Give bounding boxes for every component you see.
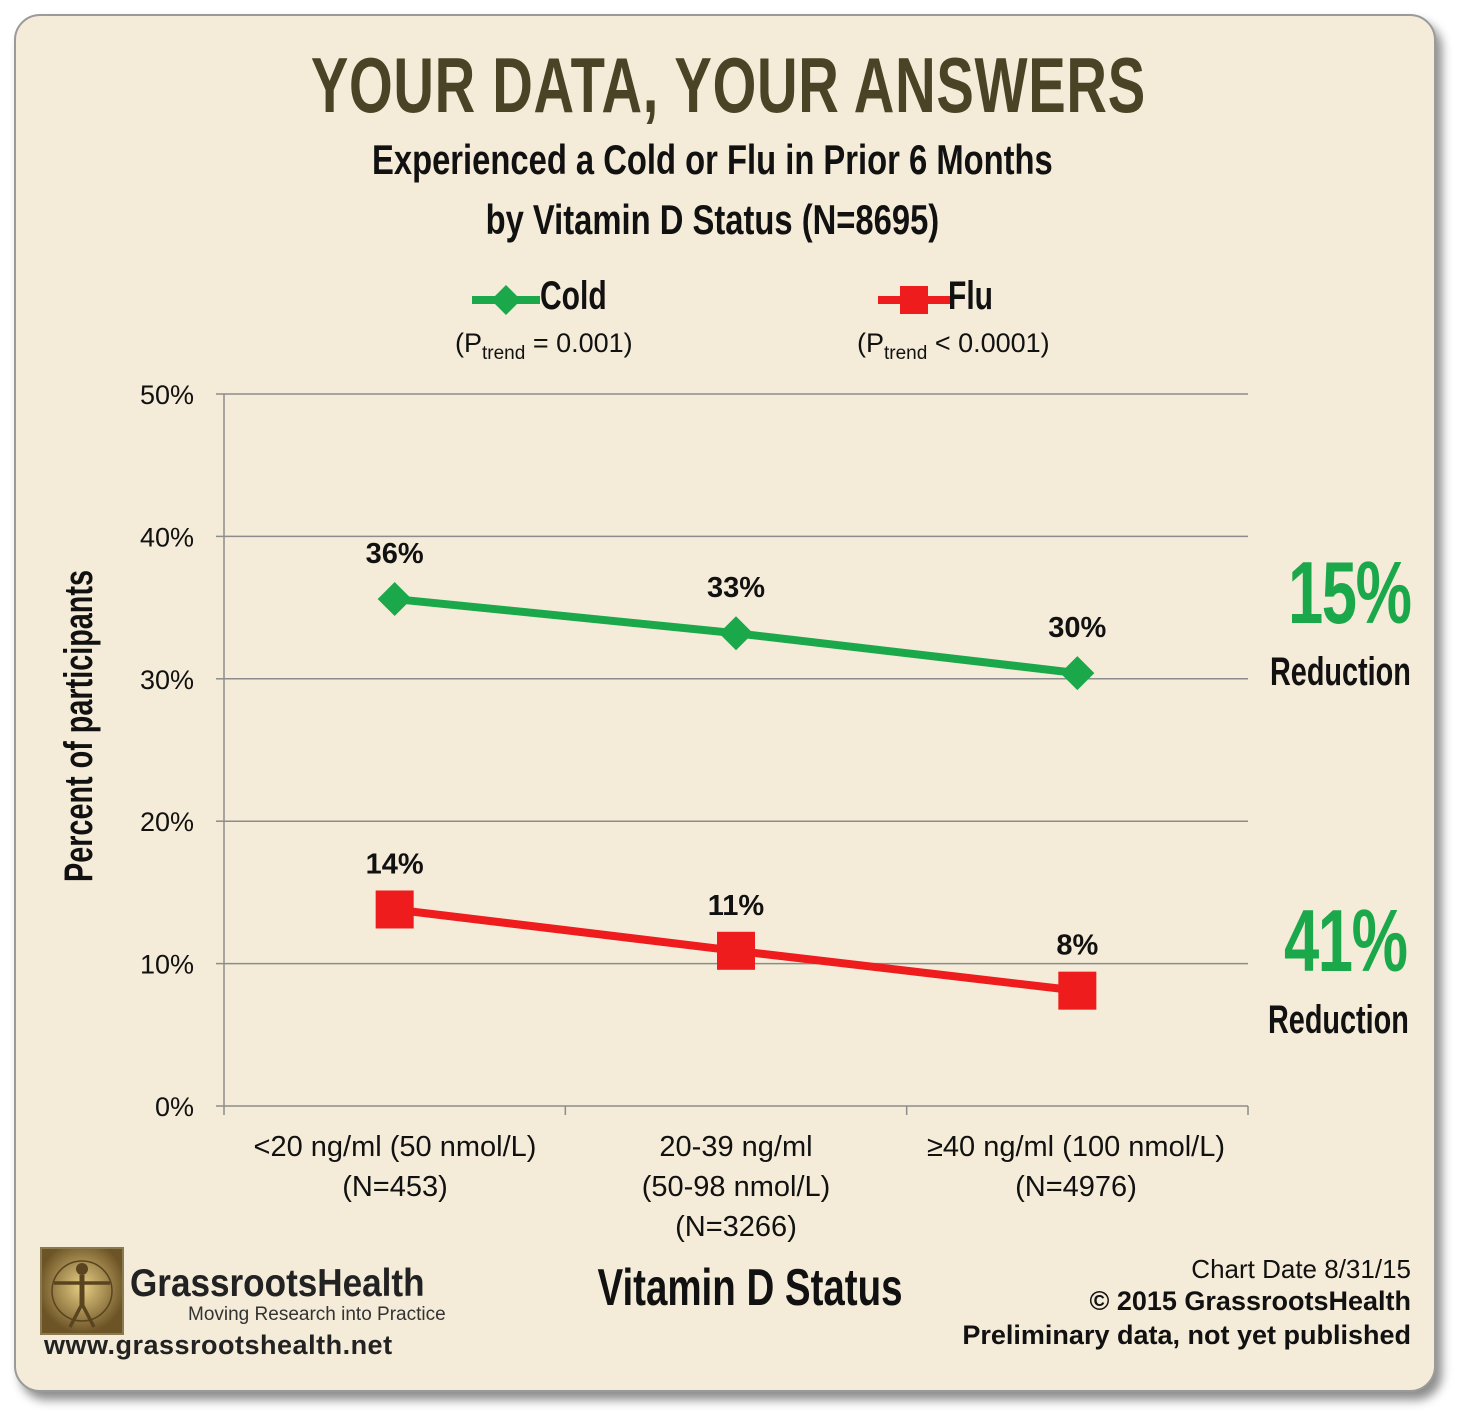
flu-point: [717, 931, 755, 970]
preliminary-note: Preliminary data, not yet published: [962, 1320, 1411, 1350]
y-tick-label: 10%: [140, 950, 194, 980]
website-url[interactable]: www.grassrootshealth.net: [44, 1330, 393, 1360]
flu-data-label: 8%: [1056, 930, 1098, 962]
chart-title: YOUR DATA, YOUR ANSWERS: [310, 41, 1146, 129]
flu-data-label: 14%: [366, 848, 424, 880]
cold-data-label: 36%: [366, 538, 424, 570]
chart-card: [14, 14, 1436, 1392]
legend-flu-ptrend: (Ptrend < 0.0001): [857, 328, 1050, 364]
flu-point: [375, 890, 414, 929]
cold-data-label: 33%: [707, 572, 765, 604]
x-axis-title: Vitamin D Status: [597, 1259, 903, 1317]
flu-reduction-value: 41%: [1284, 891, 1408, 990]
flu-data-label: 11%: [708, 890, 765, 922]
chart-subtitle-line1: Experienced a Cold or Flu in Prior 6 Mon…: [371, 136, 1053, 183]
chart-subtitle-line2: by Vitamin D Status (N=8695): [485, 196, 940, 243]
brand-tagline: Moving Research into Practice: [188, 1304, 446, 1325]
flu-point: [1058, 971, 1097, 1010]
y-tick-label: 20%: [140, 807, 194, 837]
cold-point: [1060, 656, 1095, 691]
legend-cold-swatch: [472, 285, 540, 315]
cold-reduction-value: 15%: [1288, 543, 1412, 642]
y-tick-label: 50%: [140, 380, 194, 410]
flu-reduction-label: Reduction: [1268, 998, 1409, 1042]
y-tick-label: 0%: [155, 1092, 194, 1122]
cold-point: [377, 582, 412, 617]
cold-reduction-label: Reduction: [1270, 650, 1411, 694]
copyright: © 2015 GrassrootsHealth: [1089, 1286, 1411, 1316]
x-category-3: ≥40 ng/ml (100 nmol/L) (N=4976): [926, 1131, 1225, 1203]
legend-cold-ptrend: (Ptrend = 0.001): [455, 328, 633, 364]
cold-point: [719, 616, 753, 651]
y-tick-label: 40%: [140, 522, 194, 552]
x-category-2: 20-39 ng/ml (50-98 nmol/L) (N=3266): [641, 1131, 831, 1243]
chart-date: Chart Date 8/31/15: [1191, 1254, 1411, 1284]
x-category-1: <20 ng/ml (50 nmol/L) (N=453): [253, 1131, 537, 1203]
legend-flu-label: Flu: [948, 274, 993, 318]
y-tick-label: 30%: [140, 665, 194, 695]
y-axis-title: Percent of participants: [56, 570, 101, 882]
legend-flu-swatch: [878, 286, 950, 314]
legend-cold-label: Cold: [540, 274, 607, 318]
brand-name: GrassrootsHealth: [130, 1262, 425, 1305]
cold-data-label: 30%: [1048, 612, 1106, 644]
grassrootshealth-logo: [40, 1247, 124, 1335]
